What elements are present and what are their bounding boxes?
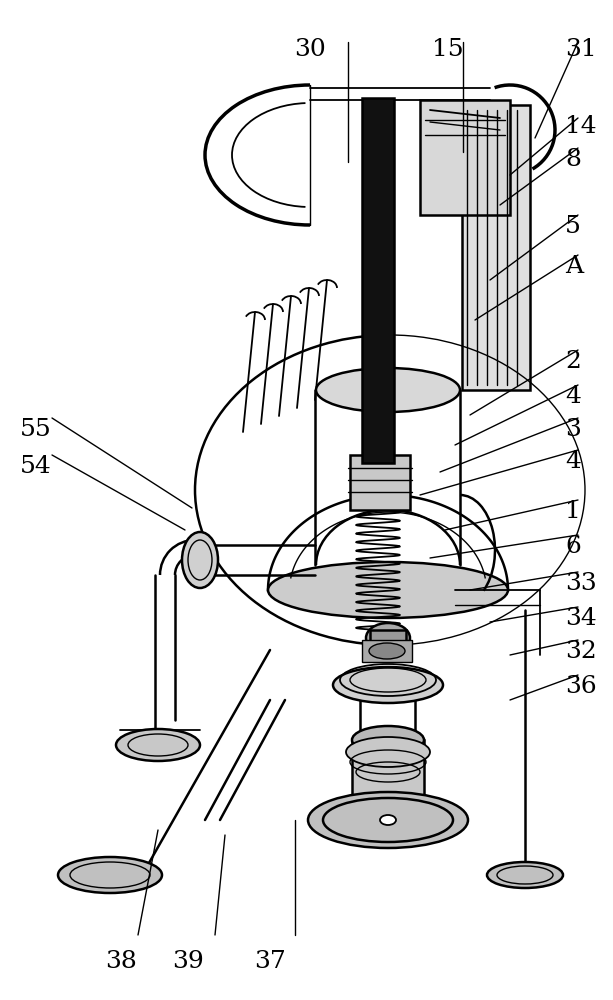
Bar: [352, 740, 424, 805]
Text: 55: 55: [20, 418, 51, 441]
Text: 34: 34: [565, 607, 596, 630]
Text: 5: 5: [565, 215, 581, 238]
Ellipse shape: [308, 792, 468, 848]
Text: 36: 36: [565, 675, 596, 698]
Ellipse shape: [380, 815, 396, 825]
Text: 1: 1: [565, 500, 581, 523]
Bar: [370, 630, 406, 648]
Ellipse shape: [487, 862, 563, 888]
Text: 37: 37: [254, 950, 286, 973]
Ellipse shape: [268, 562, 508, 618]
Text: 2: 2: [565, 350, 581, 373]
Text: 8: 8: [565, 148, 581, 171]
Ellipse shape: [116, 729, 200, 761]
Text: 4: 4: [565, 385, 581, 408]
Text: 54: 54: [20, 455, 51, 478]
Bar: [362, 98, 394, 463]
Bar: [350, 455, 410, 510]
Text: 33: 33: [565, 572, 596, 595]
Ellipse shape: [346, 737, 430, 767]
Ellipse shape: [352, 726, 424, 754]
Text: 4: 4: [565, 450, 581, 473]
Text: 39: 39: [172, 950, 204, 973]
Ellipse shape: [316, 368, 460, 412]
Ellipse shape: [58, 857, 162, 893]
Bar: [462, 105, 530, 390]
Text: 14: 14: [565, 115, 596, 138]
Text: 6: 6: [565, 535, 581, 558]
Bar: [362, 640, 412, 662]
Ellipse shape: [333, 667, 443, 703]
Ellipse shape: [369, 643, 405, 659]
Ellipse shape: [182, 532, 218, 588]
Text: 32: 32: [565, 640, 596, 663]
Text: 38: 38: [105, 950, 137, 973]
Text: A: A: [565, 255, 583, 278]
Text: 30: 30: [294, 38, 326, 61]
Text: 15: 15: [432, 38, 463, 61]
Bar: [420, 100, 510, 215]
Ellipse shape: [366, 623, 410, 653]
Text: 3: 3: [565, 418, 581, 441]
Text: 31: 31: [565, 38, 596, 61]
